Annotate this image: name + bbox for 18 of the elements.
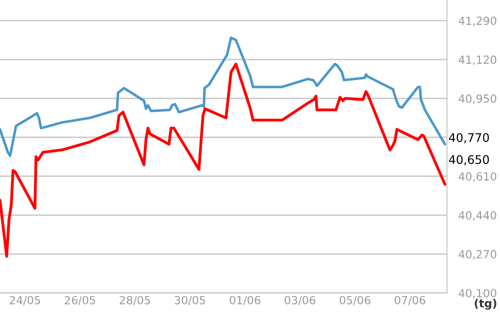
y-axis-title: (tg) — [474, 298, 496, 310]
y-tick-label: 41,290 — [458, 16, 496, 26]
x-tick-label: 24/05 — [10, 296, 40, 306]
y-tick-label: 40,950 — [458, 94, 496, 104]
y-tick-label: 40,100 — [458, 288, 496, 298]
x-tick-label: 28/05 — [120, 296, 150, 306]
x-tick-label: 07/06 — [394, 296, 426, 306]
x-tick-label: 01/06 — [230, 296, 260, 306]
x-tick-label: 05/06 — [340, 296, 370, 306]
text: 40,770 — [448, 133, 489, 144]
y-tick-label: 40,610 — [458, 172, 496, 182]
y-tick-label: 40,270 — [458, 250, 496, 260]
x-tick-label: 26/05 — [64, 296, 96, 306]
y-tick-label: 41,120 — [458, 55, 496, 66]
y-tick-label: 40,440 — [458, 211, 496, 221]
x-tick-label: 30/05 — [174, 296, 206, 306]
x-tick-label: 03/06 — [284, 296, 316, 306]
text: 40,650 — [448, 155, 489, 166]
